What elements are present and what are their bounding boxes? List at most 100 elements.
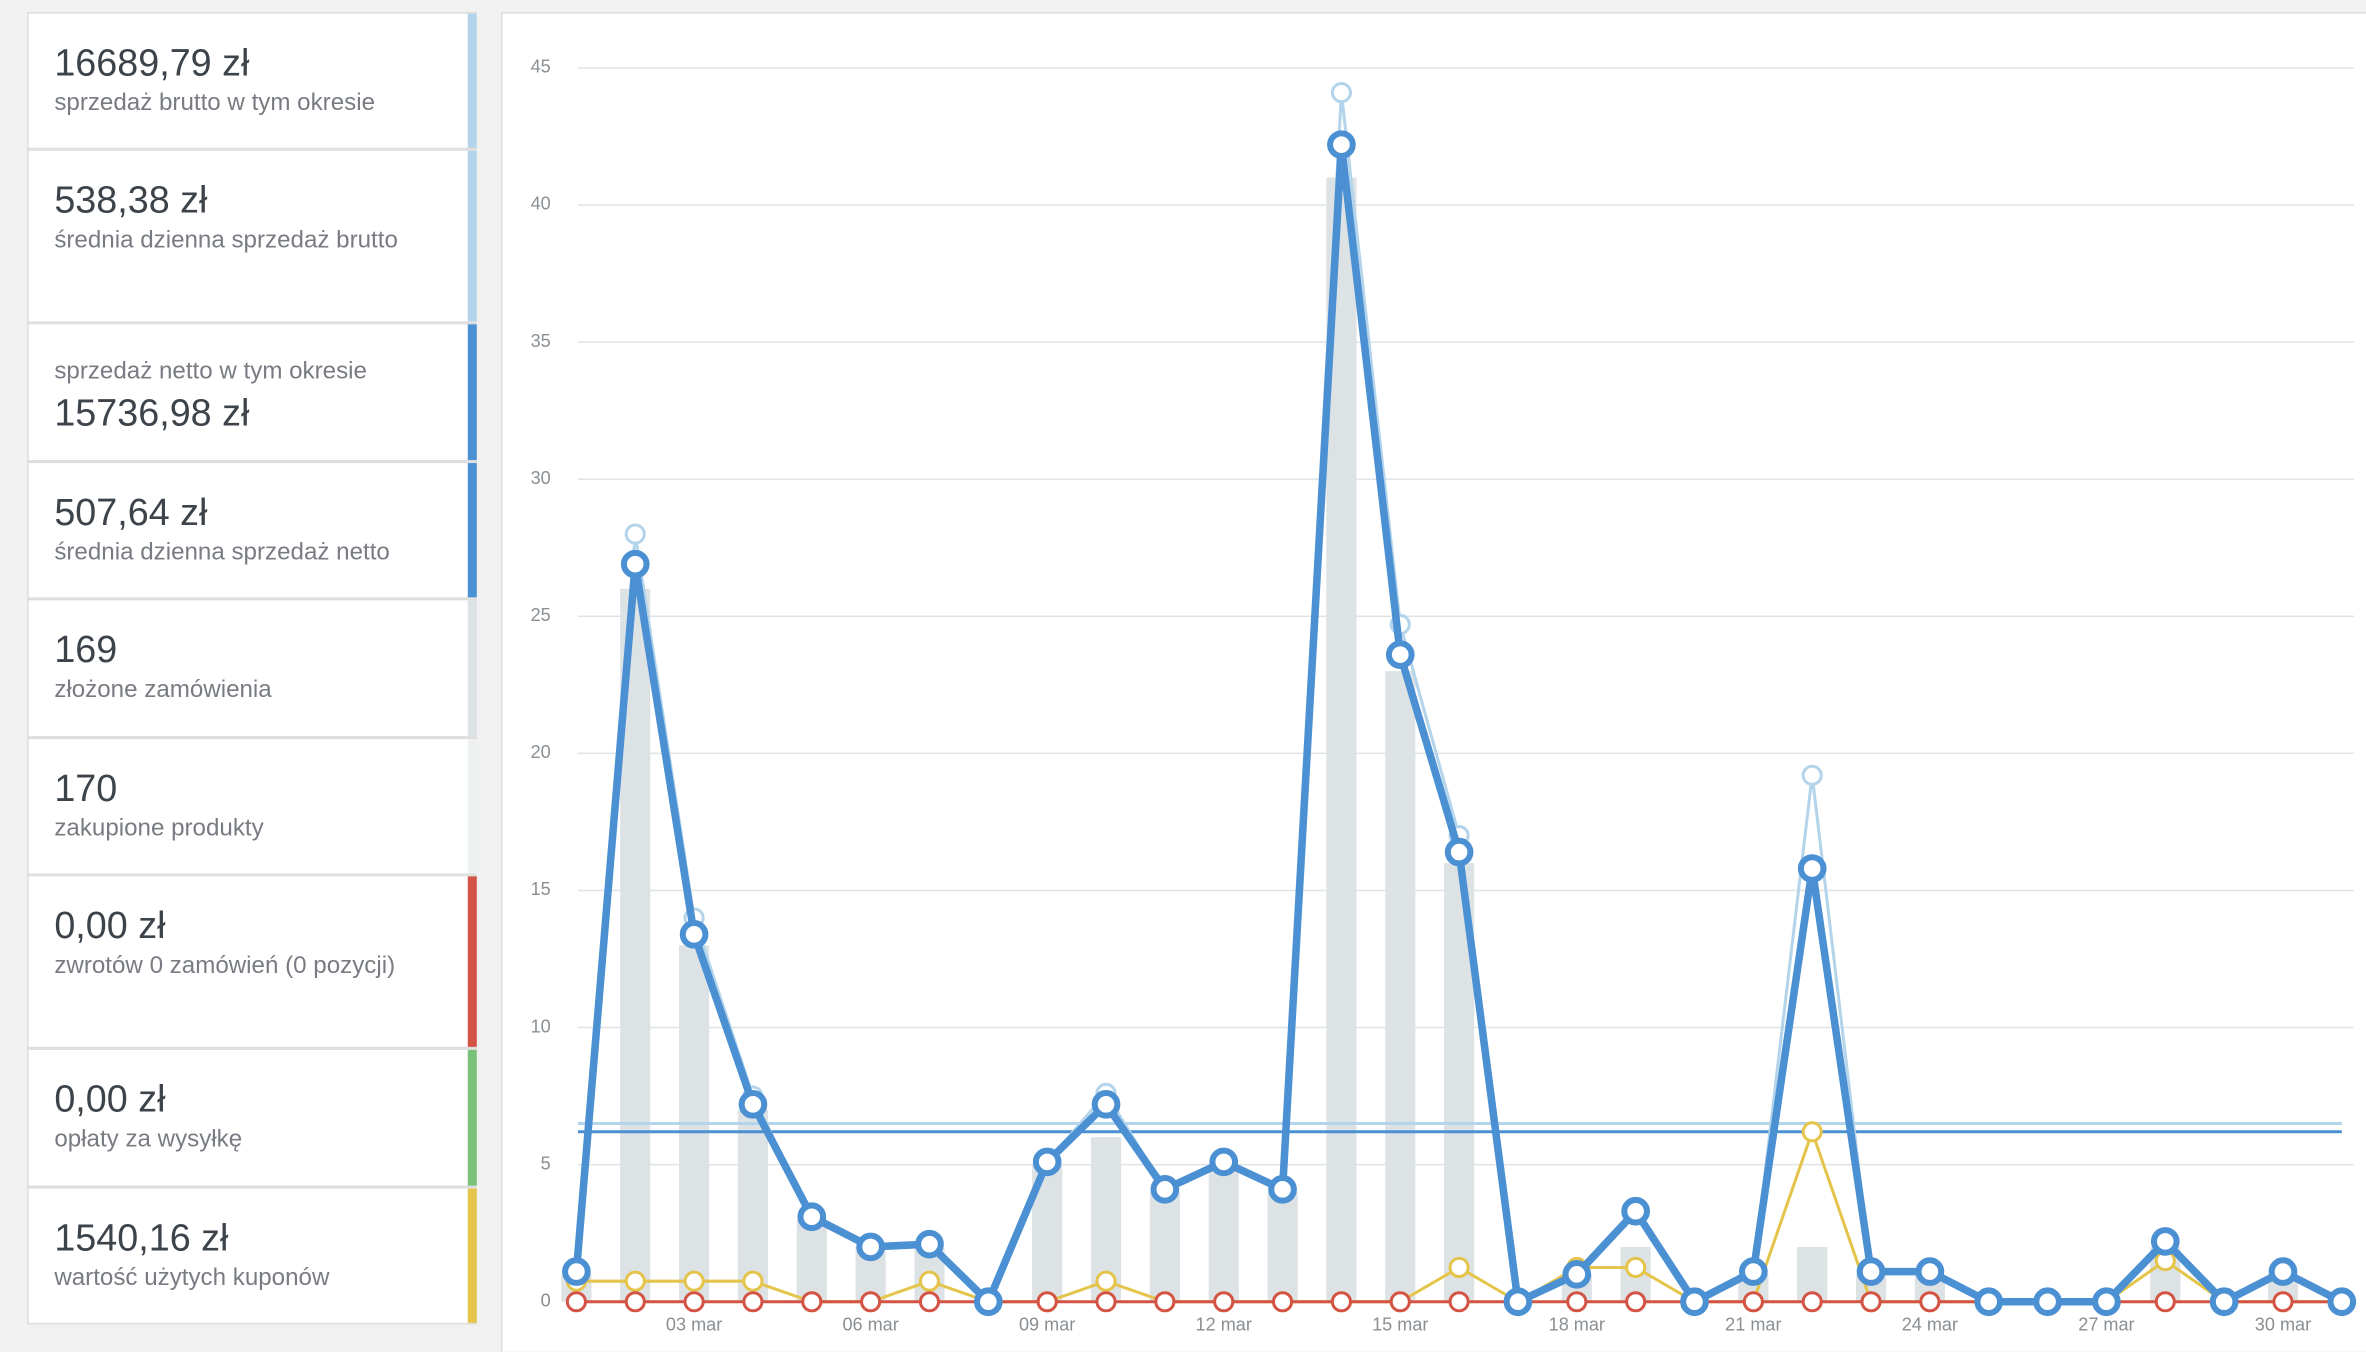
y-tick-label: 30 — [531, 468, 551, 488]
y-tick-label: 10 — [531, 1016, 551, 1036]
point — [1150, 1175, 1180, 1204]
point — [2327, 1287, 2357, 1317]
stat-value: 507,64 zł — [54, 491, 208, 534]
point — [1621, 1196, 1650, 1226]
stat-label: sprzedaż netto w tym okresie — [54, 358, 367, 385]
stat-label: średnia dzienna sprzedaż brutto — [54, 227, 398, 254]
point — [1095, 1291, 1117, 1313]
point — [1739, 1257, 1768, 1286]
point — [1209, 1147, 1239, 1177]
point — [738, 1089, 768, 1119]
x-tick-label: 15 mar — [1372, 1315, 1428, 1335]
x-tick-label: 03 mar — [666, 1315, 722, 1335]
stat-item[interactable]: sprzedaż netto w tym okresie 15736,98 zł — [27, 322, 477, 462]
point — [1213, 1291, 1235, 1313]
color-bar — [467, 150, 477, 322]
stat-item[interactable]: 16689,79 zł sprzedaż brutto w tym okresie — [27, 12, 477, 150]
color-bar — [467, 1049, 477, 1186]
stat-label: opłaty za wysyłkę — [54, 1126, 243, 1153]
stat-item[interactable]: 170 zakupione produkty — [27, 737, 477, 875]
point — [1801, 1121, 1823, 1143]
point — [2272, 1291, 2294, 1313]
stat-value: 170 — [54, 767, 118, 811]
y-tick-label: 5 — [541, 1153, 551, 1173]
point — [1503, 1287, 1533, 1317]
point — [1330, 1291, 1352, 1313]
stat-label: średnia dzienna sprzedaż netto — [54, 540, 390, 566]
bar — [1149, 1192, 1180, 1302]
color-bar — [467, 13, 477, 148]
stat-item[interactable]: 0,00 zł opłaty za wysyłkę — [27, 1048, 477, 1188]
stat-item[interactable]: 0,00 zł zwrotów 0 zamówień (0 pozycji) — [27, 874, 477, 1049]
point — [1448, 1256, 1470, 1279]
point — [1742, 1291, 1764, 1313]
color-bar — [467, 463, 477, 598]
point — [1385, 640, 1415, 669]
bar — [737, 1109, 769, 1302]
point — [679, 919, 709, 949]
bar — [1267, 1192, 1298, 1302]
point — [1036, 1291, 1058, 1313]
point — [683, 1291, 705, 1313]
stat-item[interactable]: 507,64 zł średnia dzienna sprzedaż netto — [27, 461, 477, 599]
x-tick-label: 24 mar — [1902, 1315, 1958, 1335]
stat-value: 1540,16 zł — [54, 1217, 229, 1260]
color-bar — [467, 1188, 477, 1323]
stat-item[interactable]: 1540,16 zł wartość użytych kuponów — [27, 1187, 477, 1325]
stat-value: 0,00 zł — [54, 905, 166, 948]
point — [1680, 1287, 1709, 1317]
point — [1625, 1291, 1647, 1313]
point — [624, 523, 646, 545]
point — [742, 1270, 764, 1292]
stat-item[interactable]: 169 złożone zamówienia — [27, 598, 477, 738]
point — [856, 1232, 885, 1262]
point — [1032, 1147, 1062, 1177]
point — [1856, 1257, 1886, 1286]
point — [624, 1270, 646, 1292]
y-tick-label: 35 — [531, 331, 551, 351]
point — [2150, 1227, 2180, 1256]
color-bar — [467, 739, 477, 874]
point — [918, 1291, 941, 1313]
point — [2154, 1291, 2176, 1313]
point — [2092, 1287, 2121, 1317]
point — [797, 1202, 827, 1232]
x-tick-label: 27 mar — [2078, 1315, 2134, 1335]
point — [1389, 1291, 1411, 1313]
stat-item[interactable]: 538,38 zł średnia dzienna sprzedaż brutto — [27, 149, 477, 323]
point — [1154, 1291, 1176, 1313]
color-bar — [467, 324, 477, 461]
point — [683, 1270, 705, 1292]
chart-panel — [500, 12, 2366, 1352]
point — [742, 1291, 764, 1313]
point — [915, 1229, 944, 1259]
point — [1091, 1089, 1121, 1119]
stat-value: 15736,98 zł — [54, 392, 250, 435]
point — [1801, 764, 1823, 786]
stat-value: 538,38 zł — [54, 179, 208, 222]
bar — [1385, 671, 1416, 1302]
point — [1327, 130, 1356, 159]
point — [918, 1270, 941, 1292]
x-tick-label: 12 mar — [1196, 1315, 1252, 1335]
x-tick-label: 21 mar — [1725, 1315, 1781, 1335]
y-tick-label: 45 — [531, 57, 551, 77]
x-tick-label: 09 mar — [1019, 1315, 1075, 1335]
x-tick-label: 18 mar — [1549, 1315, 1605, 1335]
legend-panel: 16689,79 zł sprzedaż brutto w tym okresie… — [27, 12, 477, 1325]
point — [1797, 854, 1827, 883]
point — [562, 1257, 591, 1286]
point — [1444, 837, 1474, 867]
x-tick-label: 06 mar — [842, 1315, 898, 1335]
point — [860, 1291, 882, 1313]
point — [2268, 1257, 2298, 1286]
point — [2033, 1287, 2062, 1317]
point — [1448, 1291, 1470, 1313]
point — [1919, 1291, 1941, 1313]
point — [1801, 1291, 1823, 1313]
point — [1562, 1259, 1592, 1289]
point — [565, 1291, 587, 1313]
